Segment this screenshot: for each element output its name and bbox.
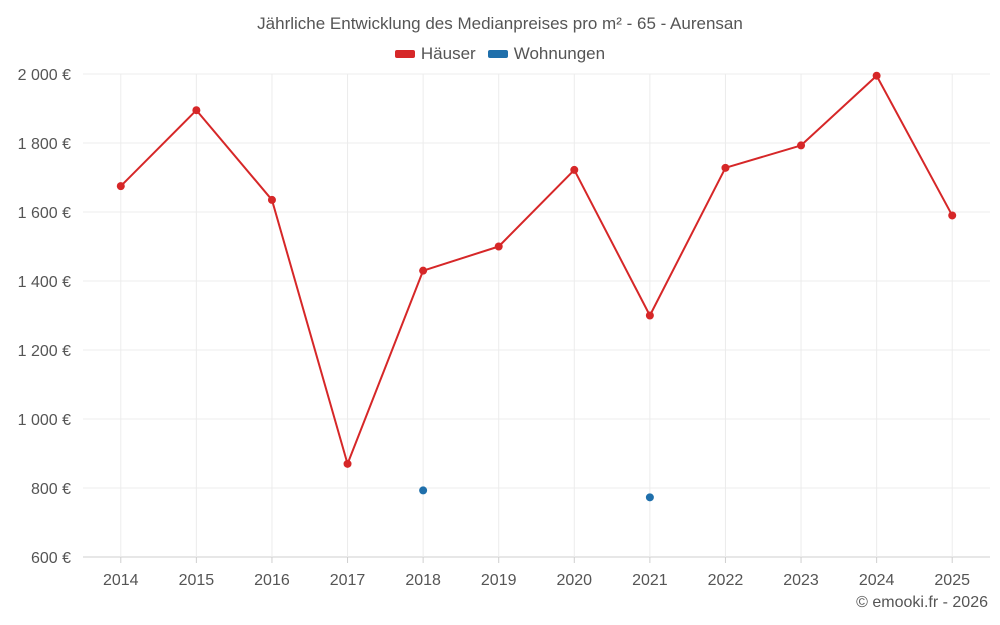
x-tick-label: 2023 bbox=[783, 572, 819, 589]
series-line-houses bbox=[120, 74, 954, 465]
y-tick-label: 1 600 € bbox=[18, 205, 71, 222]
y-tick-label: 600 € bbox=[31, 550, 71, 567]
credit: © emooki.fr - 2026 bbox=[856, 594, 988, 611]
legend-label-apartments: Wohnungen bbox=[513, 44, 606, 63]
data-point-houses bbox=[343, 459, 352, 468]
y-tick-label: 800 € bbox=[31, 481, 71, 498]
y-tick-label: 1 400 € bbox=[18, 274, 71, 291]
x-tick-label: 2019 bbox=[481, 572, 517, 589]
x-tick-label: 2017 bbox=[330, 572, 366, 589]
legend-swatch-houses bbox=[394, 50, 415, 58]
x-tick-label: 2020 bbox=[556, 572, 592, 589]
data-point-houses bbox=[570, 165, 579, 174]
data-point-houses bbox=[494, 242, 503, 251]
data-point-houses bbox=[872, 71, 881, 80]
legend-entry-houses[interactable]: Häuser bbox=[394, 44, 476, 64]
data-point-houses bbox=[192, 106, 201, 115]
x-tick-label: 2021 bbox=[632, 572, 668, 589]
x-tick-label: 2016 bbox=[254, 572, 290, 589]
data-point-apartments bbox=[419, 486, 428, 495]
data-point-houses bbox=[267, 195, 276, 204]
x-tick-label: 2022 bbox=[708, 572, 744, 589]
data-point-houses bbox=[948, 211, 957, 220]
x-tick-label: 2015 bbox=[179, 572, 215, 589]
legend: Häuser Wohnungen bbox=[0, 44, 1000, 64]
data-point-houses bbox=[645, 311, 654, 320]
x-tick-label: 2025 bbox=[934, 572, 970, 589]
y-tick-label: 1 000 € bbox=[18, 412, 71, 429]
x-tick-label: 2018 bbox=[405, 572, 441, 589]
legend-label-houses: Häuser bbox=[420, 44, 476, 63]
chart-title: Jährliche Entwicklung des Medianpreises … bbox=[257, 14, 743, 33]
data-point-houses bbox=[116, 182, 125, 191]
y-tick-label: 1 800 € bbox=[18, 136, 71, 153]
y-tick-label: 2 000 € bbox=[18, 67, 71, 84]
data-point-houses bbox=[721, 163, 730, 172]
data-point-apartments bbox=[645, 493, 654, 502]
legend-entry-apartments[interactable]: Wohnungen bbox=[487, 44, 606, 64]
x-tick-label: 2024 bbox=[859, 572, 895, 589]
data-point-houses bbox=[419, 266, 428, 275]
x-tick-label: 2014 bbox=[103, 572, 139, 589]
y-tick-label: 1 200 € bbox=[18, 343, 71, 360]
legend-swatch-apartments bbox=[487, 50, 508, 58]
data-point-houses bbox=[797, 141, 806, 150]
